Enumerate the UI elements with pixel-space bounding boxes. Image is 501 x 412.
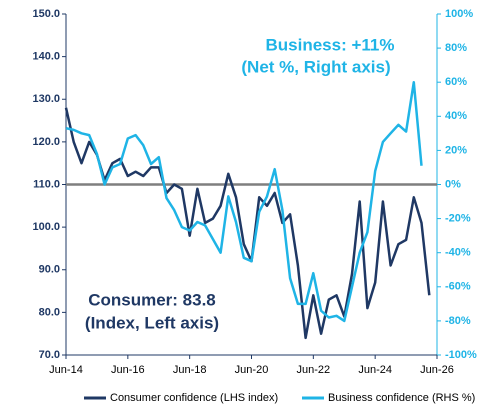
x-tick-label: Jun-26 [420,364,454,376]
y2-tick-label: 60% [445,76,467,88]
y-tick-label: 150.0 [32,8,60,20]
y-tick-label: 90.0 [39,264,60,276]
annotation: Business: +11% [266,35,395,54]
y-tick-label: 130.0 [32,93,60,105]
y-tick-label: 80.0 [39,306,60,318]
x-tick-label: Jun-18 [173,364,207,376]
annotation: Consumer: 83.8 [88,290,216,309]
x-tick-label: Jun-20 [235,364,269,376]
series-line [64,107,431,340]
y2-tick-label: -80% [445,315,471,327]
annotation: (Index, Left axis) [85,313,219,332]
y2-tick-label: -100% [445,349,477,361]
x-tick-label: Jun-24 [358,364,392,376]
legend-label: Consumer confidence (LHS index) [110,392,278,404]
y-tick-label: 70.0 [39,349,60,361]
y-tick-label: 100.0 [32,221,60,233]
y-tick-label: 140.0 [32,51,60,63]
y2-tick-label: 80% [445,42,467,54]
y-tick-label: 120.0 [32,136,60,148]
x-tick-label: Jun-22 [297,364,331,376]
annotation: (Net %, Right axis) [241,57,390,76]
y2-tick-label: 40% [445,110,467,122]
y2-tick-label: 0% [445,178,461,190]
y2-tick-label: -40% [445,247,471,259]
y2-tick-label: 20% [445,144,467,156]
x-tick-label: Jun-16 [111,364,145,376]
y2-tick-label: -60% [445,281,471,293]
y2-tick-label: -20% [445,213,471,225]
y2-tick-label: 100% [445,8,473,20]
x-tick-label: Jun-14 [49,364,83,376]
legend-label: Business confidence (RHS %) [328,392,475,404]
y-tick-label: 110.0 [33,178,60,190]
series-line [65,80,423,323]
